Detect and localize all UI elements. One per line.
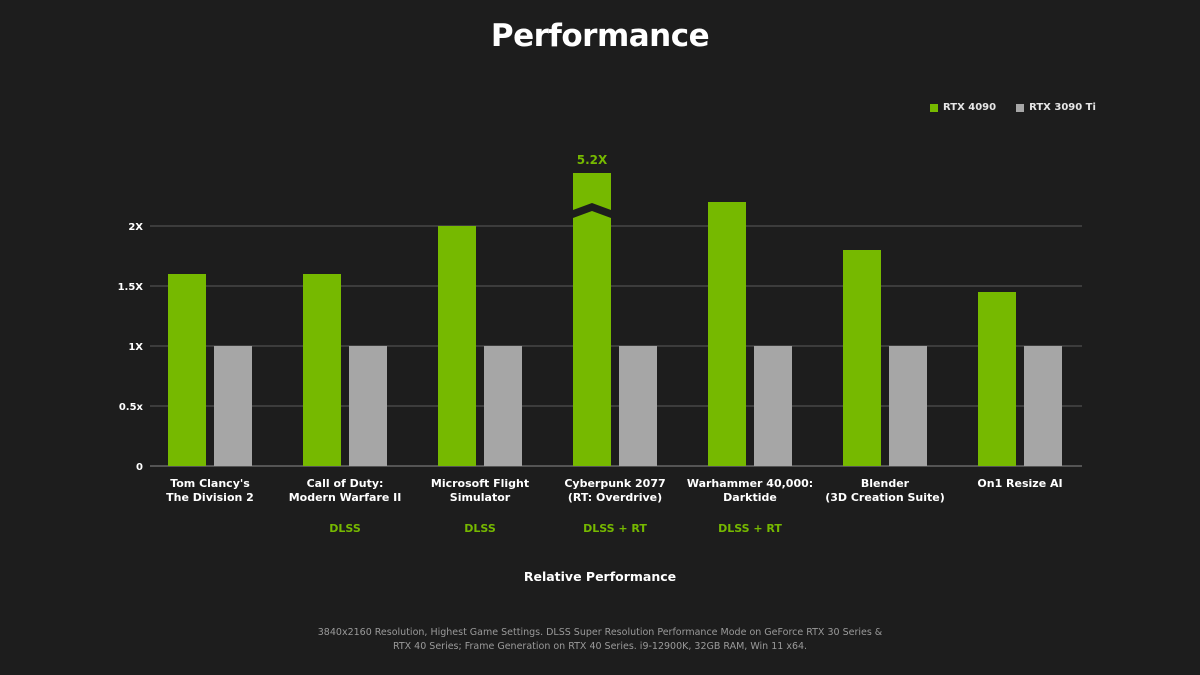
legend-swatch-rtx-4090 [930, 103, 938, 112]
bar-rtx-4090 [708, 202, 746, 466]
footnote-line-2: RTX 40 Series; Frame Generation on RTX 4… [392, 641, 808, 652]
chart-title: Performance [490, 18, 710, 54]
data-label: 5.2X [577, 153, 608, 167]
bar-rtx-4090 [978, 292, 1016, 466]
category-tag: DLSS [464, 522, 496, 535]
category-label-line-1: Microsoft Flight [431, 477, 529, 490]
category-label-line-1: Blender [861, 477, 910, 490]
y-tick-label: 0.5x [119, 402, 144, 413]
category-tag: DLSS [329, 522, 361, 535]
x-axis-title: Relative Performance [523, 569, 677, 584]
legend-item-rtx-3090-ti: RTX 3090 Ti [1016, 102, 1096, 113]
y-tick-label: 2X [128, 222, 143, 233]
category-label-line-2: Modern Warfare II [289, 491, 402, 504]
legend: RTX 4090 RTX 3090 Ti [930, 102, 1096, 113]
category-label-line-1: Call of Duty: [307, 477, 384, 490]
bar-rtx-3090-ti [619, 346, 657, 466]
category-tag: DLSS + RT [583, 522, 647, 535]
bar-rtx-4090 [843, 250, 881, 466]
bar-rtx-3090-ti [754, 346, 792, 466]
bar-rtx-3090-ti [889, 346, 927, 466]
bar-rtx-3090-ti [349, 346, 387, 466]
category-label-line-1: Cyberpunk 2077 [564, 477, 665, 490]
bar-rtx-4090 [438, 226, 476, 466]
y-tick-label: 0 [136, 462, 143, 473]
bar-rtx-3090-ti [1024, 346, 1062, 466]
bar-rtx-4090 [168, 274, 206, 466]
category-label-line-2: Darktide [723, 491, 777, 504]
y-tick-label: 1X [128, 342, 143, 353]
footnote-line-1: 3840x2160 Resolution, Highest Game Setti… [317, 627, 883, 638]
legend-label-rtx-3090-ti: RTX 3090 Ti [1029, 102, 1096, 113]
bar-rtx-3090-ti [484, 346, 522, 466]
legend-label-rtx-4090: RTX 4090 [943, 102, 997, 113]
bar-rtx-4090 [573, 211, 611, 466]
legend-swatch-rtx-3090-ti [1016, 103, 1025, 112]
category-label-line-2: Simulator [450, 491, 511, 504]
footnote: 3840x2160 Resolution, Highest Game Setti… [0, 626, 1200, 654]
bar-rtx-3090-ti [214, 346, 252, 466]
category-label-line-1: On1 Resize AI [977, 477, 1062, 490]
category-label-line-2: (3D Creation Suite) [825, 491, 945, 504]
category-label-line-1: Warhammer 40,000: [687, 477, 813, 490]
category-label-line-2: (RT: Overdrive) [568, 491, 662, 504]
legend-item-rtx-4090: RTX 4090 [930, 102, 996, 113]
bar-rtx-4090 [303, 274, 341, 466]
category-label-line-1: Tom Clancy's [170, 477, 250, 490]
category-tag: DLSS + RT [718, 522, 782, 535]
bar-break-top [573, 173, 611, 210]
category-label-line-2: The Division 2 [166, 491, 254, 504]
y-tick-label: 1.5X [118, 282, 144, 293]
